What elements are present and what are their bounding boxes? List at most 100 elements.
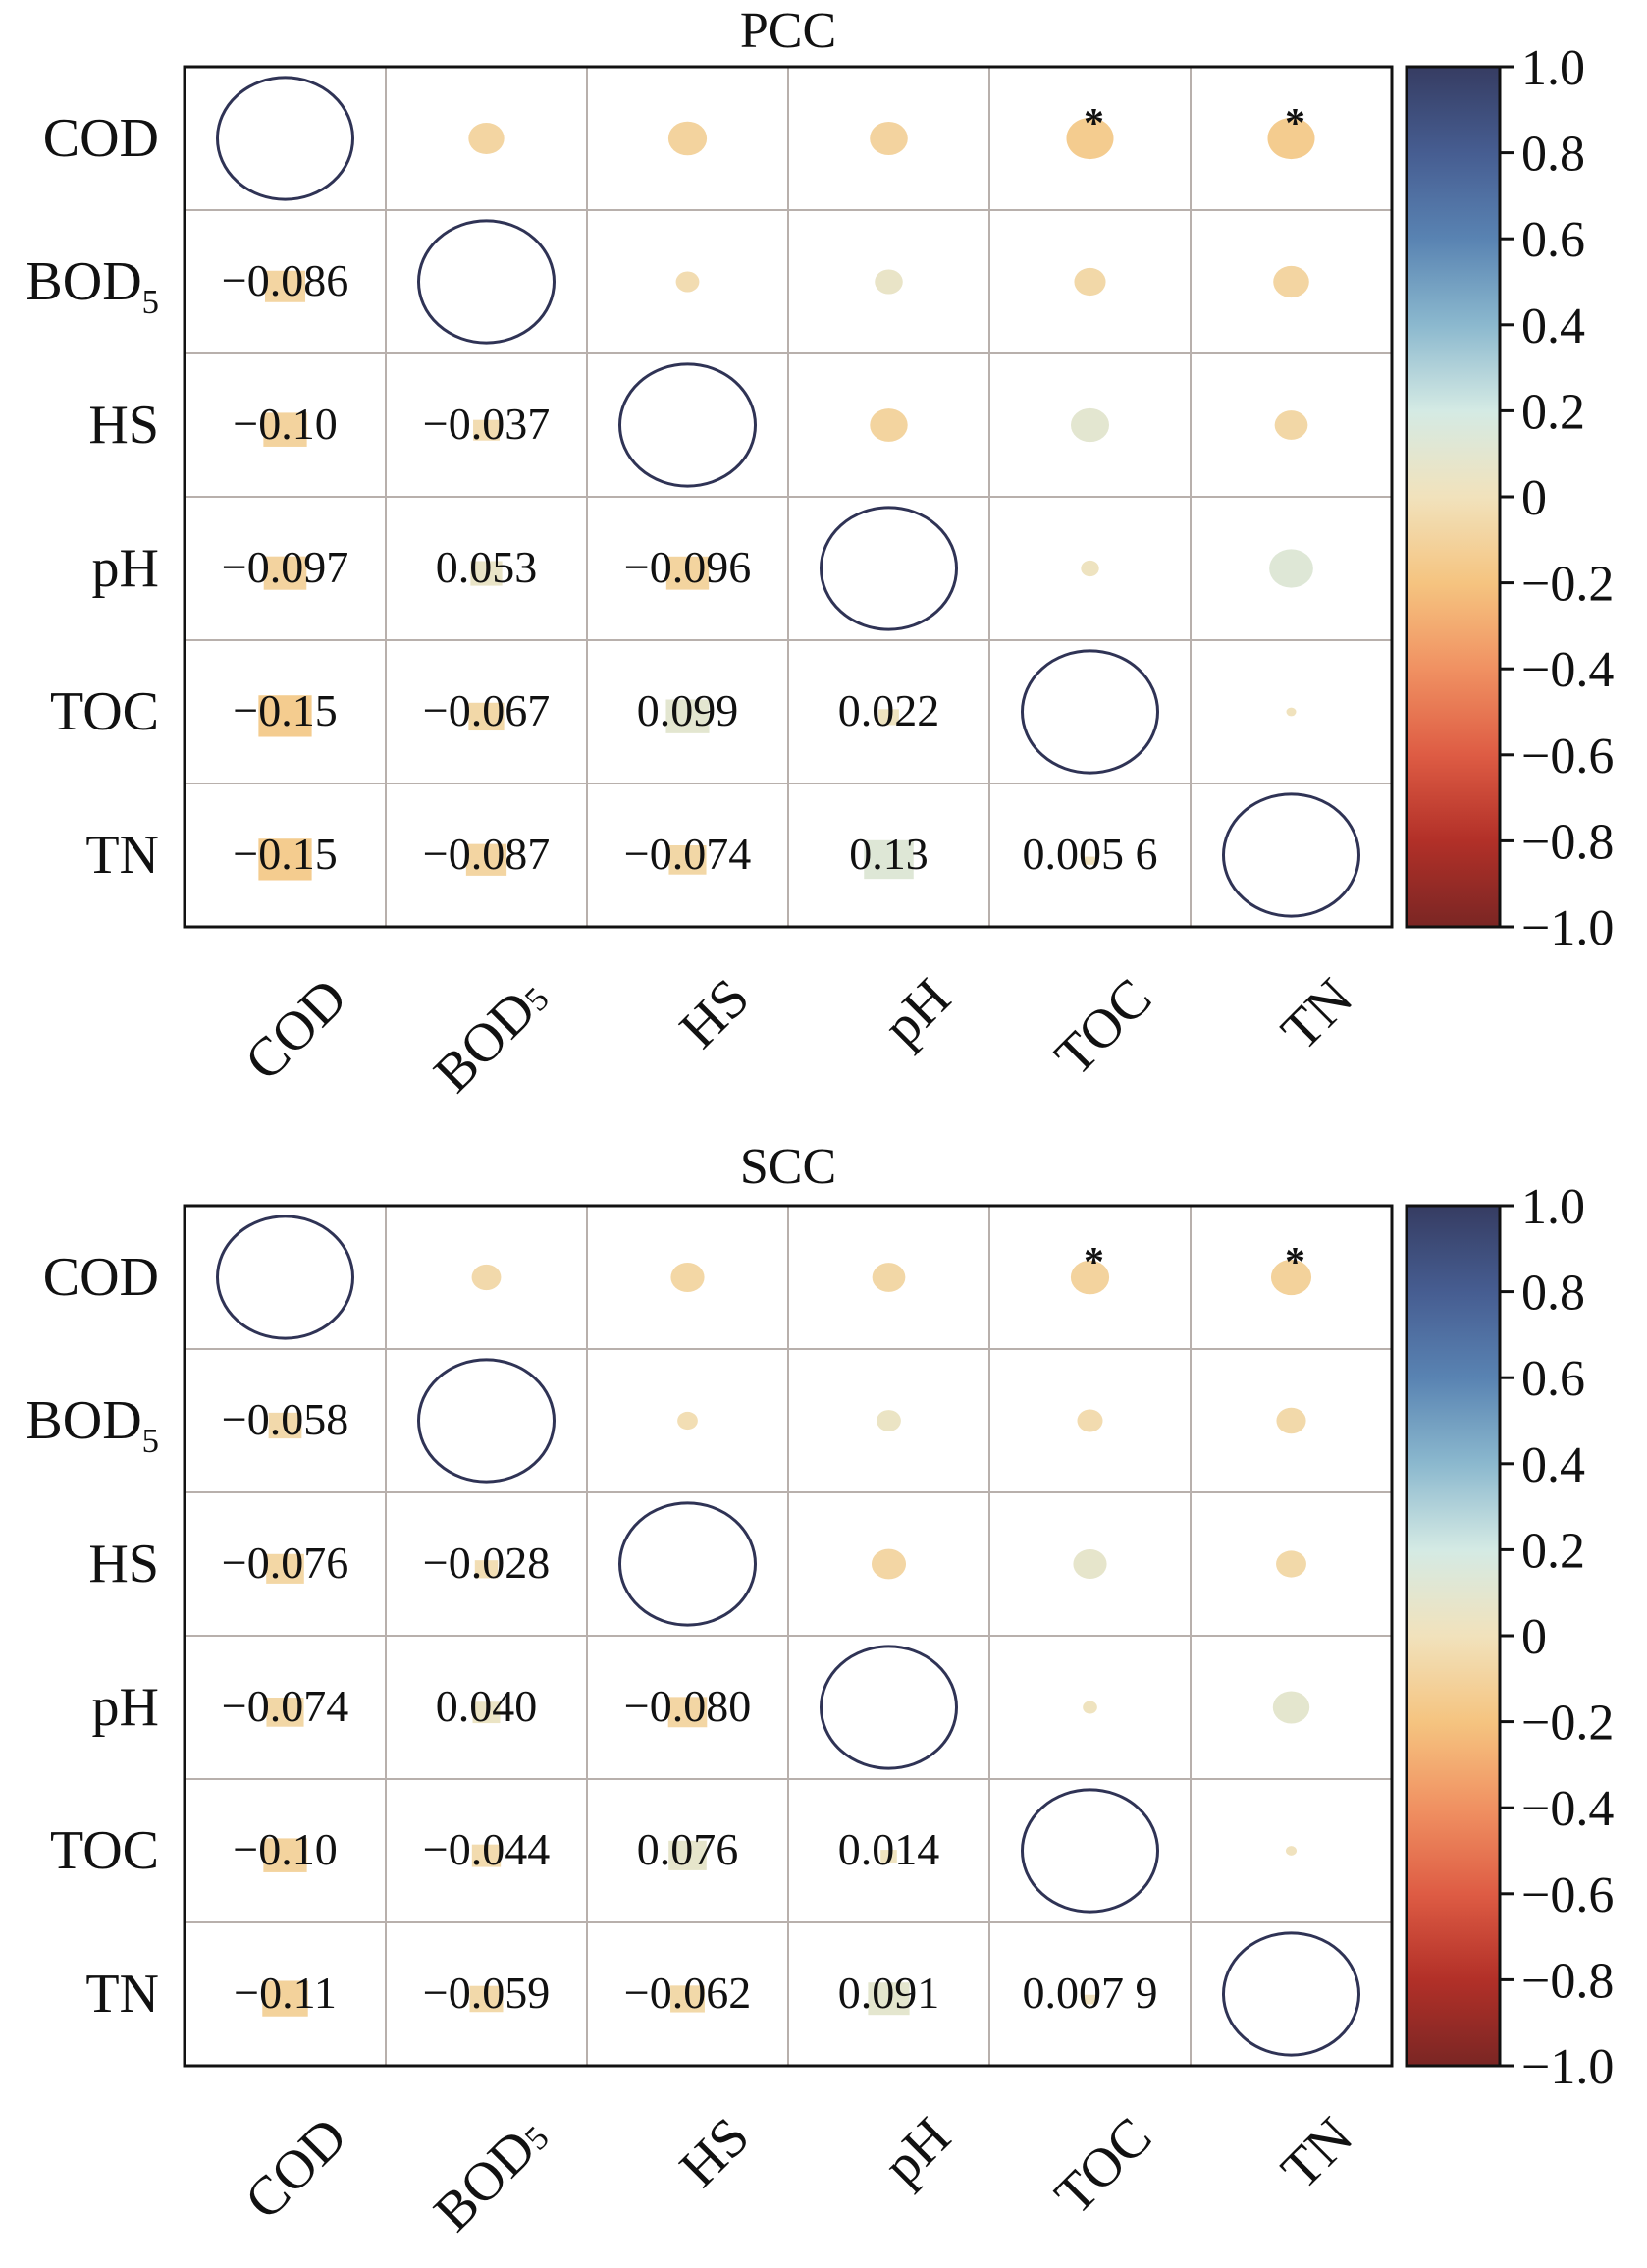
column-label: BOD5 [423,967,560,1105]
correlation-square [473,419,500,441]
correlation-square [465,843,507,876]
correlation-value-label: −0.10 [233,399,337,449]
diagonal-circle [618,1501,757,1627]
correlation-value-label: 0.014 [838,1824,940,1874]
correlation-square [670,1985,705,2013]
correlation-dot [1081,560,1099,577]
correlation-dot [1074,267,1106,297]
correlation-dot [872,1263,906,1292]
correlation-square [258,695,312,737]
row-label: HS [88,395,159,456]
correlation-value-label: −0.15 [233,829,337,879]
row-label: COD [43,108,159,169]
correlation-dot [1272,1691,1310,1724]
correlation-value-label: 0.13 [849,829,929,879]
correlation-square [868,1982,910,2016]
row-label: pH [92,1677,159,1738]
correlation-value-label: −0.074 [222,1681,348,1731]
correlation-dot [870,122,908,155]
correlation-square [470,561,503,586]
diagonal-circle [1021,1788,1159,1914]
column-label: BOD5 [423,2106,560,2243]
row-label: TOC [50,1820,159,1881]
correlation-value-label: −0.028 [423,1538,550,1588]
correlation-square [266,1553,304,1584]
row-label: BOD5 [26,1390,159,1460]
correlation-value-label: −0.058 [222,1394,348,1444]
colorbar-tick-label: 0 [1521,1609,1547,1665]
correlation-value-label: −0.074 [624,829,751,879]
correlation-dot [1276,1550,1306,1578]
correlation-square [471,1844,502,1867]
correlation-square [668,845,707,875]
correlation-square [474,1560,499,1579]
correlation-dot [1267,117,1315,160]
colorbar-tick-label: 1.0 [1521,1179,1585,1235]
correlation-dot [875,269,903,295]
colorbar-tick-label: −0.6 [1521,729,1614,784]
colorbar [1405,65,1502,929]
correlation-dot [667,121,708,156]
correlation-dot [677,1411,698,1431]
correlation-panel-scc: SCC * * −0.058 −0.076 −0.028 −0.074 0.040 −0.080… [26,1139,1614,2243]
correlation-square [469,1985,504,2013]
correlation-dot [870,408,908,442]
correlation-square [878,709,899,726]
row-label: COD [43,1247,159,1308]
colorbar-tick-label: −0.8 [1521,814,1614,870]
colorbar-tick-label: 0.2 [1521,384,1585,440]
correlation-value-label: 0.005 6 [1023,829,1158,879]
row-label: TOC [50,681,159,742]
correlation-square [468,702,505,731]
column-label: HS [668,2106,761,2198]
significance-mark: * [1285,101,1305,146]
correlation-value-label: −0.087 [423,829,550,879]
column-label: COD [234,967,358,1092]
correlation-square [268,1412,302,1439]
column-label: HS [668,967,761,1059]
colorbar-tick-label: −0.2 [1521,1696,1614,1752]
diagonal-circle [1021,649,1159,775]
diagonal-circle [216,76,354,201]
correlation-square [668,1840,707,1870]
correlation-value-label: −0.096 [624,542,751,592]
correlation-dot [675,271,700,293]
correlation-square [1084,1994,1096,2005]
plot-frame [183,1204,1394,2068]
correlation-square [262,1980,308,2017]
correlation-square [258,838,312,881]
diagonal-circle [216,1215,354,1340]
diagonal-circle [820,1645,958,1770]
correlation-value-label: −0.11 [234,1968,337,2018]
colorbar-tick-label: 0.6 [1521,1351,1585,1407]
colorbar-tick-label: −0.2 [1521,557,1614,613]
correlation-square [263,1838,307,1872]
correlation-dot [1070,407,1110,443]
correlation-square [263,412,307,447]
correlation-panel-pcc: PCC * * −0.086 −0.10 −0.037 −0.097 0.053 −0.096 −… [26,3,1614,1105]
correlation-value-label: 0.076 [637,1824,739,1874]
significance-mark: * [1084,101,1104,146]
correlation-value-label: 0.022 [838,685,940,735]
diagonal-circle [618,362,757,488]
correlation-dot [1270,1259,1312,1296]
colorbar-tick-label: −0.8 [1521,1953,1614,2009]
chart-title: PCC [740,3,836,59]
correlation-value-label: 0.007 9 [1023,1968,1158,2018]
correlation-dot [871,1548,907,1580]
correlation-value-label: −0.086 [222,255,348,305]
correlation-value-label: −0.037 [423,399,550,449]
row-label: HS [88,1534,159,1594]
column-label: TOC [1043,967,1163,1087]
colorbar-tick-label: −0.4 [1521,642,1614,698]
correlation-dot [1083,1701,1097,1714]
column-label: TN [1270,967,1365,1062]
correlation-dot [1276,1407,1306,1434]
correlation-dot [1077,1409,1103,1432]
diagonal-circle [417,1358,556,1484]
correlation-square [665,699,710,733]
correlation-value-label: −0.044 [423,1824,550,1874]
correlation-dot [1073,1548,1107,1580]
correlation-square [880,1850,897,1863]
